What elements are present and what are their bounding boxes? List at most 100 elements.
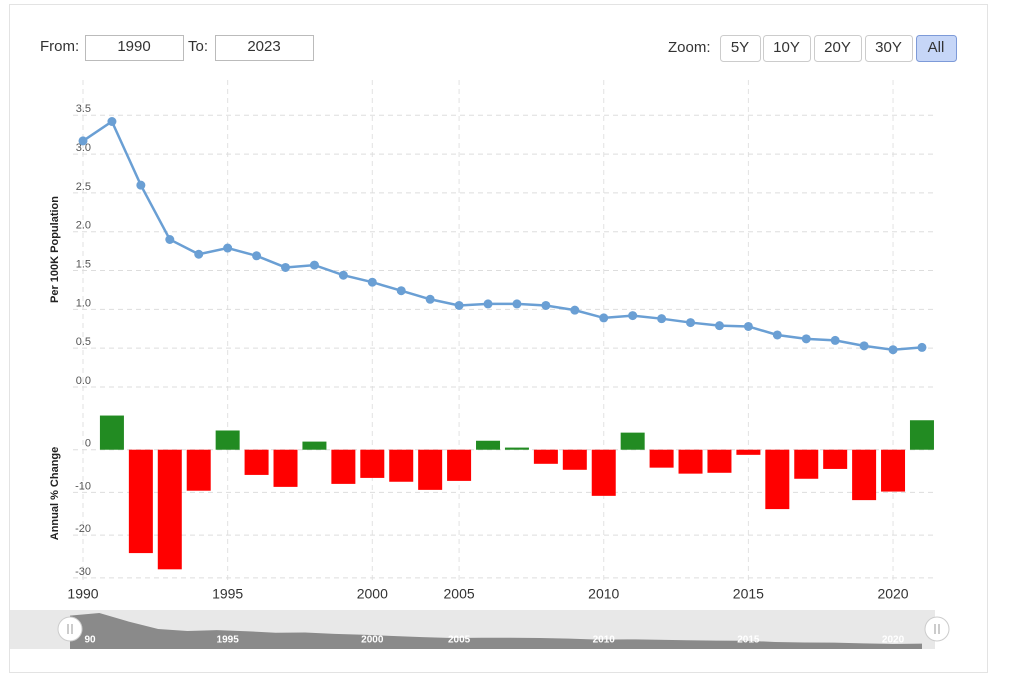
- y-tick-label: 3.5: [76, 103, 91, 115]
- y-tick-label: 0.5: [76, 336, 91, 348]
- y-tick-label: -30: [75, 566, 91, 578]
- handle-grip: [934, 624, 940, 634]
- line-series: [82, 119, 923, 351]
- x-tick-label: 2015: [733, 586, 764, 602]
- point: [801, 334, 811, 344]
- point: [367, 277, 377, 287]
- bar: [273, 449, 298, 487]
- point: [888, 345, 898, 355]
- bar: [881, 449, 906, 492]
- bar: [418, 449, 443, 490]
- bar: [331, 449, 356, 484]
- bar: [157, 449, 182, 570]
- from-label: From:: [40, 38, 79, 55]
- point: [772, 330, 782, 340]
- x-tick-label: 2010: [588, 586, 619, 602]
- bar: [909, 420, 934, 450]
- navigator-label: 1995: [217, 635, 240, 646]
- navigator-label: 2005: [448, 635, 471, 646]
- navigator-label: 2015: [737, 635, 760, 646]
- zoom-button[interactable]: [916, 35, 957, 62]
- point: [425, 294, 435, 304]
- from-value: 1990: [117, 38, 150, 55]
- navigator-label: 2010: [593, 635, 616, 646]
- bar: [360, 449, 385, 478]
- to-value: 2023: [247, 38, 280, 55]
- point: [165, 235, 175, 244]
- bar: [476, 440, 501, 450]
- point: [483, 299, 493, 309]
- point: [78, 136, 88, 146]
- bar: [186, 449, 211, 491]
- point: [657, 314, 667, 324]
- point: [714, 321, 724, 331]
- bar: [302, 441, 327, 450]
- bar: [736, 449, 761, 455]
- point: [628, 311, 638, 321]
- navigator-label: 2000: [361, 635, 384, 646]
- point: [917, 342, 927, 352]
- bar: [504, 447, 529, 450]
- to-label: To:: [188, 38, 208, 55]
- point: [107, 117, 117, 126]
- x-tick-label: 2000: [357, 586, 388, 602]
- point: [454, 300, 464, 310]
- y-tick-label: 3.0: [76, 142, 91, 154]
- point: [194, 249, 204, 259]
- point: [223, 243, 233, 253]
- bar: [215, 430, 240, 450]
- point: [338, 270, 348, 280]
- point: [396, 286, 406, 296]
- bar: [389, 449, 414, 482]
- y-tick-label: -20: [75, 523, 91, 535]
- navigator-handle[interactable]: [57, 616, 83, 642]
- navigator-handle[interactable]: [924, 616, 950, 642]
- point: [743, 321, 753, 331]
- bar: [99, 415, 124, 450]
- bar: [707, 449, 732, 473]
- navigator-area: [70, 613, 922, 649]
- point: [570, 305, 580, 315]
- bar: [620, 432, 645, 450]
- bar: [794, 449, 819, 479]
- zoom-button[interactable]: [865, 35, 913, 62]
- y-tick-label: 2.5: [76, 181, 91, 193]
- zoom-button[interactable]: [720, 35, 761, 62]
- navigator-label: 90: [84, 635, 96, 646]
- from-input[interactable]: [85, 35, 184, 61]
- point: [830, 335, 840, 345]
- y-tick-label: 2.0: [76, 220, 91, 232]
- x-tick-label: 2020: [877, 586, 908, 602]
- zoom-button-label: 5Y: [731, 39, 749, 56]
- x-tick-label: 1995: [212, 586, 243, 602]
- bar: [562, 449, 587, 470]
- y-tick-label: 0: [85, 438, 91, 450]
- bar: [765, 449, 790, 510]
- y-axis-label: Per 100K Population: [49, 196, 61, 303]
- point: [859, 341, 869, 351]
- zoom-button[interactable]: [814, 35, 862, 62]
- point: [136, 180, 146, 190]
- zoom-button-label: All: [928, 39, 945, 56]
- zoom-button-label: 20Y: [824, 39, 851, 56]
- y-tick-label: 1.5: [76, 258, 91, 270]
- point: [309, 260, 319, 270]
- y-axis-label: Annual % Change: [49, 447, 61, 541]
- point: [281, 262, 291, 272]
- bar: [852, 449, 877, 501]
- handle-grip: [67, 624, 73, 634]
- frame: [9, 4, 988, 673]
- point: [599, 313, 609, 323]
- zoom-button[interactable]: [763, 35, 811, 62]
- point: [512, 299, 522, 309]
- y-tick-label: 0.0: [76, 375, 91, 387]
- x-tick-label: 2005: [444, 586, 475, 602]
- bar: [591, 449, 616, 496]
- y-tick-label: 1.0: [76, 297, 91, 309]
- bar: [823, 449, 848, 469]
- bar: [649, 449, 674, 468]
- bar: [128, 449, 153, 554]
- to-input[interactable]: [215, 35, 314, 61]
